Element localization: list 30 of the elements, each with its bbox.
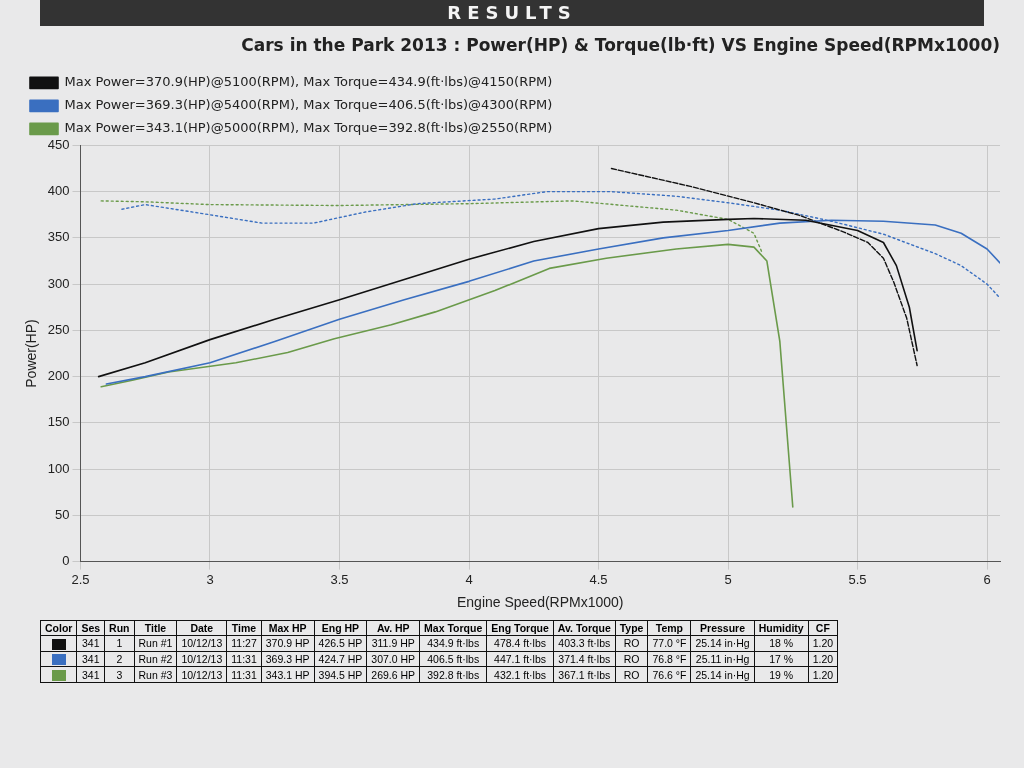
x-tick-label: 4 <box>465 571 473 587</box>
y-tick-label: 100 <box>47 460 70 476</box>
y-tick-label: 300 <box>47 275 70 291</box>
y-tick-label: 150 <box>47 414 70 430</box>
y-tick-label: 450 <box>47 136 70 152</box>
x-tick-label: 4.5 <box>589 571 608 587</box>
text: Color Ses Run Title Date Time Max HP Eng HP Av. HP Max Torque Eng Torque Av. Torque Type Temp Pressure Humidity CF <box>45 622 830 634</box>
legend-label: Max Power=370.9(HP)@5100(RPM), Max Torque=434.9(ft·lbs)@4150(RPM) <box>64 74 553 90</box>
x-tick-label: 5 <box>724 571 732 587</box>
text: 341 2 Run #2 10/12/13 11:31 369.3 HP 424.7 HP 307.0 HP 406.5 ft·lbs 447.1 ft·lbs 371.4 ft·lbs RO 76.8 °F 25.11 in·Hg 17 % 1.20 <box>82 653 834 666</box>
x-tick-label: 2.5 <box>71 571 90 587</box>
y-tick-label: 0 <box>62 553 70 569</box>
y-tick-label: 350 <box>47 229 70 245</box>
y-tick-label: 50 <box>55 506 70 522</box>
legend-label: Max Power=343.1(HP)@5000(RPM), Max Torque=392.8(ft·lbs)@2550(RPM) <box>64 120 553 136</box>
x-tick-label: 3 <box>206 571 214 587</box>
y-tick-label: 200 <box>47 368 70 384</box>
x-tick-label: 6 <box>983 571 991 587</box>
y-axis-title: Power(HP) <box>23 319 40 388</box>
x-tick-label: 5.5 <box>848 571 867 587</box>
legend-label: Max Power=369.3(HP)@5400(RPM), Max Torque=406.5(ft·lbs)@4300(RPM) <box>64 97 553 113</box>
chart-title: Cars in the Park 2013 : Power(HP) & Torque(lb·ft) VS Engine Speed(RPMx1000) <box>241 34 1000 55</box>
chart-subtitle: RESULTS <box>40 0 984 26</box>
text: 341 3 Run #3 10/12/13 11:31 343.1 HP 394.5 HP 269.6 HP 392.8 ft·lbs 432.1 ft·lbs 367.1 ft·lbs RO 76.6 °F 25.14 in·Hg 19 % 1.20 <box>82 668 834 681</box>
x-axis-title: Engine Speed(RPMx1000) <box>456 594 624 611</box>
x-tick-label: 3.5 <box>330 571 349 587</box>
y-tick-label: 250 <box>47 321 70 337</box>
line-series <box>100 200 763 253</box>
text: 341 1 Run #1 10/12/13 11:27 370.9 HP 426.5 HP 311.9 HP 434.9 ft·lbs 478.4 ft·lbs 403.3 ft·lbs RO 77.0 °F 25.14 in·Hg 18 % 1.20 <box>82 637 834 650</box>
y-tick-label: 400 <box>47 183 70 199</box>
